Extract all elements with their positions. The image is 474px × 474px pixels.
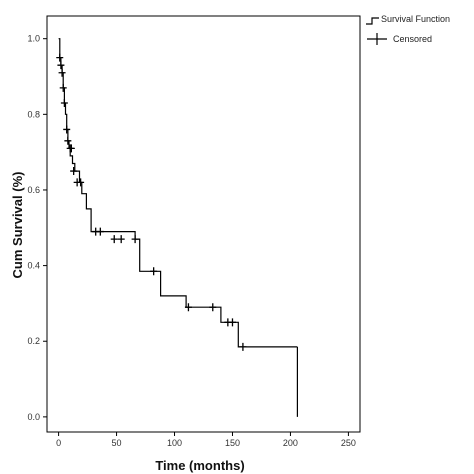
x-tick-label: 100 — [167, 438, 182, 448]
censored-marker — [77, 178, 85, 187]
censored-marker — [60, 98, 68, 107]
y-tick-label: 0.2 — [27, 336, 40, 346]
censored-marker — [59, 83, 67, 92]
censored-marker — [56, 53, 64, 62]
y-tick-label: 1.0 — [27, 34, 40, 44]
plot-frame — [46, 15, 361, 433]
censored-marker — [150, 267, 158, 276]
censored-marker — [64, 136, 72, 145]
y-tick-label: 0.6 — [27, 185, 40, 195]
x-tick-label: 0 — [56, 438, 61, 448]
censored-marker — [184, 303, 192, 312]
censored-marker — [110, 235, 118, 244]
censored-marker — [67, 144, 75, 153]
censored-marker — [70, 167, 78, 176]
legend-censored-marker — [367, 33, 387, 45]
x-tick-label: 250 — [341, 438, 356, 448]
y-tick-label: 0.0 — [27, 412, 40, 422]
legend: Survival Function Censored — [366, 14, 450, 45]
censored-marker — [63, 125, 71, 134]
censored-marker — [96, 227, 104, 236]
censored-marker — [117, 235, 125, 244]
x-axis-title: Time (months) — [155, 458, 244, 473]
legend-survival-function-line — [366, 17, 379, 25]
censored-marker — [58, 68, 66, 77]
censored-marker — [57, 61, 65, 70]
legend-survival-function-label: Survival Function — [381, 14, 450, 24]
censored-marker — [209, 303, 217, 312]
censored-marker — [239, 342, 247, 351]
y-tick-label: 0.4 — [27, 261, 40, 271]
censored-marker — [228, 318, 236, 327]
y-axis-title: Cum Survival (%) — [10, 172, 25, 279]
x-tick-label: 200 — [283, 438, 298, 448]
x-tick-label: 50 — [112, 438, 122, 448]
y-tick-label: 0.8 — [27, 109, 40, 119]
censored-marker — [131, 235, 139, 244]
legend-censored-label: Censored — [393, 34, 432, 44]
x-tick-label: 150 — [225, 438, 240, 448]
